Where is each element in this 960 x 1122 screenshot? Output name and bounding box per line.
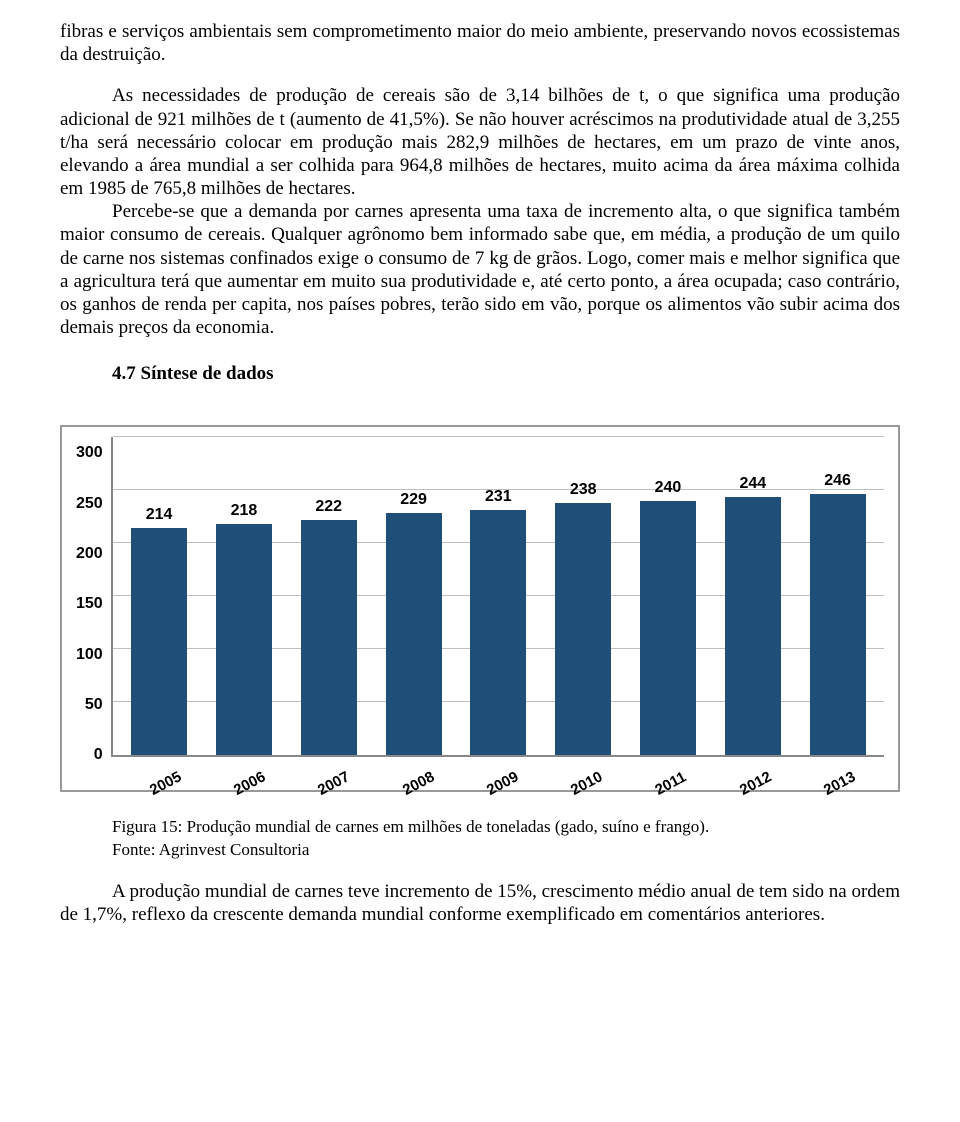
bar: [555, 503, 611, 755]
paragraph-2: As necessidades de produção de cereais s…: [60, 85, 900, 199]
bar-value-label: 214: [146, 506, 173, 524]
bar-value-label: 240: [655, 479, 682, 497]
x-tick-label: 2007: [293, 757, 375, 812]
bar-value-label: 246: [824, 472, 851, 490]
plot-area: 214 218 222 229 231 238 240 244 246: [111, 437, 884, 757]
paragraph-3: Percebe-se que a demanda por carnes apre…: [60, 201, 900, 338]
paragraph-2-3: As necessidades de produção de cereais s…: [60, 84, 900, 339]
bar-column: 244: [710, 437, 795, 755]
caption-line-2: Fonte: Agrinvest Consultoria: [112, 839, 900, 862]
bar: [216, 524, 272, 755]
y-tick-label: 250: [76, 495, 103, 513]
bar-value-label: 218: [231, 502, 258, 520]
y-tick-label: 50: [85, 696, 103, 714]
caption-line-1: Figura 15: Produção mundial de carnes em…: [112, 816, 900, 839]
y-tick-label: 300: [76, 444, 103, 462]
bar-value-label: 231: [485, 488, 512, 506]
y-tick-label: 200: [76, 545, 103, 563]
bar: [386, 513, 442, 756]
bar-column: 222: [286, 437, 371, 755]
bar: [301, 520, 357, 755]
figure-caption: Figura 15: Produção mundial de carnes em…: [112, 816, 900, 862]
bar-chart: 300 250 200 150 100 50 0 214 218 222 229 231 238 240…: [60, 425, 900, 792]
x-tick-label: 2010: [546, 757, 628, 812]
x-tick-label: 2008: [377, 757, 459, 812]
section-heading: 4.7 Síntese de dados: [112, 363, 900, 385]
paragraph-1: fibras e serviços ambientais sem comprom…: [60, 20, 900, 66]
bar-value-label: 238: [570, 481, 597, 499]
bar: [131, 528, 187, 755]
bar-column: 238: [541, 437, 626, 755]
y-tick-label: 150: [76, 595, 103, 613]
bars-container: 214 218 222 229 231 238 240 244 246: [113, 437, 884, 755]
x-tick-label: 2012: [714, 757, 796, 812]
x-tick-label: 2006: [209, 757, 291, 812]
bar-column: 246: [795, 437, 880, 755]
bar-column: 218: [202, 437, 287, 755]
y-tick-label: 100: [76, 646, 103, 664]
x-tick-label: 2009: [461, 757, 543, 812]
bar-value-label: 244: [739, 475, 766, 493]
bar-value-label: 229: [400, 491, 427, 509]
bar-column: 240: [626, 437, 711, 755]
bar-column: 229: [371, 437, 456, 755]
x-tick-label: 2005: [124, 757, 206, 812]
bar: [470, 510, 526, 755]
x-tick-label: 2013: [798, 757, 880, 812]
x-axis: 200520062007200820092010201120122013: [126, 757, 884, 784]
bar-value-label: 222: [315, 498, 342, 516]
x-tick-label: 2011: [630, 757, 712, 812]
document-page: fibras e serviços ambientais sem comprom…: [0, 0, 960, 984]
closing-paragraph: A produção mundial de carnes teve increm…: [60, 880, 900, 926]
y-tick-label: 0: [94, 746, 103, 764]
bar: [640, 501, 696, 755]
bar-column: 214: [117, 437, 202, 755]
y-axis: 300250200150100500: [76, 437, 111, 757]
bar: [725, 497, 781, 756]
bar: [810, 494, 866, 755]
bar-column: 231: [456, 437, 541, 755]
